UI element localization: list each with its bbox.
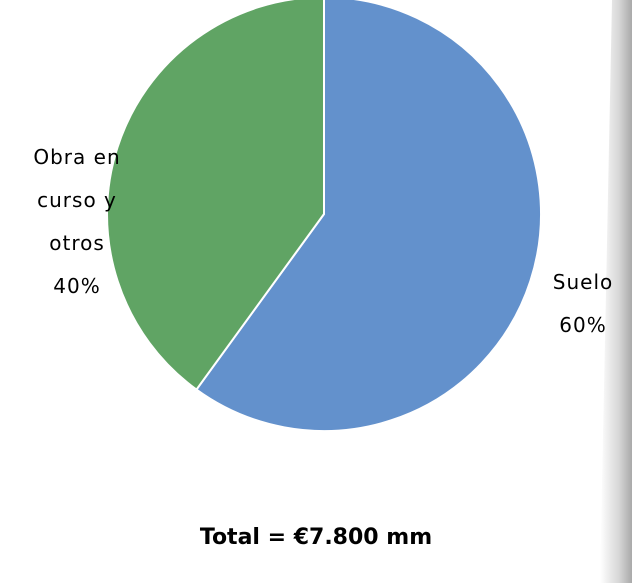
slice-label: Suelo 60% (548, 261, 618, 347)
total-annotation: Total = €7.800 mm (199, 525, 433, 550)
pie-slice (195, 0, 542, 432)
edge-decoration (600, 0, 632, 583)
value-label: 60% (559, 313, 607, 337)
category-label: Suelo (552, 270, 614, 294)
pie (106, 0, 542, 432)
slice-label: Obra en curso y otros 40% (14, 136, 140, 308)
value-label: 40% (53, 274, 101, 298)
category-label: Obra en curso y otros (33, 145, 121, 255)
pie-slice (106, 0, 325, 391)
